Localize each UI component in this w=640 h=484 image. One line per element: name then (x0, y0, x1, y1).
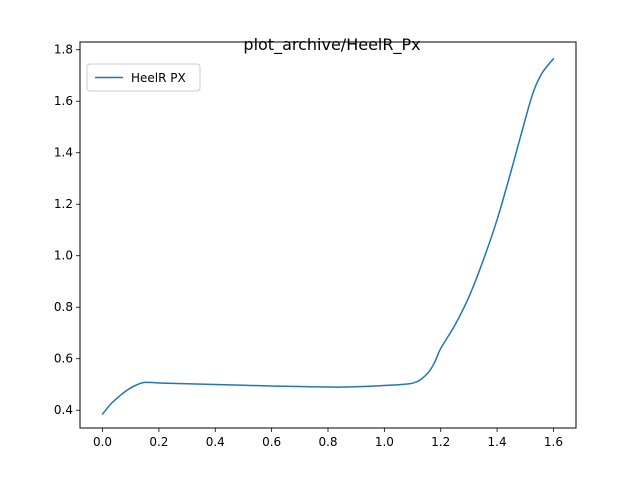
x-tick-label: 0.0 (93, 435, 112, 449)
x-tick-label: 0.2 (149, 435, 168, 449)
y-tick-label: 1.4 (54, 146, 73, 160)
x-tick-label: 1.4 (488, 435, 507, 449)
y-tick-label: 0.4 (54, 403, 73, 417)
x-axis: 0.0 0.2 0.4 0.6 0.8 1.0 1.2 1.4 1.6 (93, 428, 563, 449)
x-tick-label: 1.6 (544, 435, 563, 449)
x-tick-label: 1.2 (431, 435, 450, 449)
series-line-heelr-px (101, 57, 555, 415)
y-tick-label: 0.6 (54, 352, 73, 366)
x-tick-label: 1.0 (375, 435, 394, 449)
plot-area (101, 57, 555, 415)
legend-label-heelr-px: HeelR PX (131, 71, 186, 85)
x-tick-label: 0.8 (318, 435, 337, 449)
y-tick-label: 1.8 (54, 43, 73, 57)
plot-frame (79, 41, 577, 429)
y-axis: 0.4 0.6 0.8 1.0 1.2 1.4 1.6 1.8 (54, 43, 80, 417)
legend: HeelR PX (86, 63, 201, 92)
chart-title: plot_archive/HeelR_Px (243, 35, 420, 55)
y-tick-label: 0.8 (54, 300, 73, 314)
y-tick-label: 1.2 (54, 197, 73, 211)
y-tick-label: 1.6 (54, 94, 73, 108)
x-tick-label: 0.6 (262, 435, 281, 449)
y-tick-label: 1.0 (54, 249, 73, 263)
legend-frame (86, 63, 201, 92)
x-tick-label: 0.4 (206, 435, 225, 449)
